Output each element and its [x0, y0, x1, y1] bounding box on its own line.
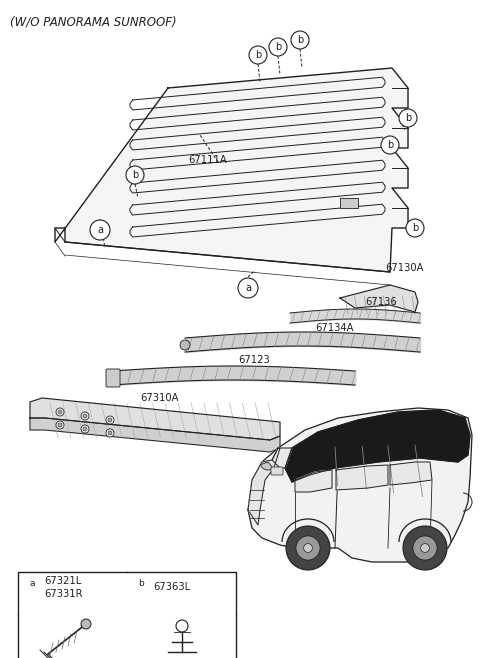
Circle shape [106, 416, 114, 424]
Circle shape [176, 620, 188, 632]
Circle shape [399, 109, 417, 127]
FancyBboxPatch shape [18, 572, 236, 658]
Circle shape [24, 576, 40, 592]
Circle shape [413, 536, 437, 560]
Circle shape [420, 544, 430, 553]
Text: a: a [245, 283, 251, 293]
FancyBboxPatch shape [340, 198, 358, 208]
Circle shape [83, 414, 87, 418]
Text: b: b [275, 42, 281, 52]
Polygon shape [30, 418, 280, 452]
Text: b: b [412, 223, 418, 233]
Circle shape [81, 412, 89, 420]
FancyBboxPatch shape [271, 467, 283, 475]
Circle shape [56, 408, 64, 416]
Circle shape [304, 544, 312, 553]
Text: 67111A: 67111A [188, 155, 227, 165]
Text: (W/O PANORAMA SUNROOF): (W/O PANORAMA SUNROOF) [10, 16, 177, 28]
Circle shape [58, 423, 62, 427]
Polygon shape [390, 462, 432, 485]
Circle shape [296, 536, 320, 560]
Polygon shape [55, 68, 408, 272]
Circle shape [269, 38, 287, 56]
Circle shape [81, 619, 91, 629]
Circle shape [106, 429, 114, 437]
Text: a: a [97, 225, 103, 235]
Text: a: a [29, 580, 35, 588]
Circle shape [403, 526, 447, 570]
Circle shape [56, 421, 64, 429]
Text: 67331R: 67331R [44, 589, 83, 599]
Text: b: b [297, 35, 303, 45]
Text: 67321L: 67321L [44, 576, 81, 586]
Circle shape [126, 166, 144, 184]
Polygon shape [248, 448, 280, 525]
Text: b: b [405, 113, 411, 123]
Text: 67123: 67123 [238, 355, 270, 365]
Text: b: b [387, 140, 393, 150]
Circle shape [90, 220, 110, 240]
Circle shape [133, 576, 149, 592]
Circle shape [249, 46, 267, 64]
Circle shape [81, 425, 89, 433]
Polygon shape [272, 448, 292, 468]
Polygon shape [340, 285, 418, 312]
Wedge shape [261, 462, 273, 470]
Circle shape [108, 431, 112, 435]
Polygon shape [295, 470, 332, 492]
Polygon shape [285, 410, 470, 482]
Text: 67130A: 67130A [385, 263, 423, 273]
Text: b: b [255, 50, 261, 60]
Text: 67310A: 67310A [140, 393, 179, 403]
Polygon shape [336, 465, 388, 490]
Text: b: b [132, 170, 138, 180]
Polygon shape [248, 408, 472, 562]
Polygon shape [30, 398, 280, 440]
Circle shape [381, 136, 399, 154]
Text: 67134A: 67134A [315, 323, 353, 333]
Circle shape [286, 526, 330, 570]
Circle shape [180, 340, 190, 350]
Circle shape [108, 418, 112, 422]
Circle shape [406, 219, 424, 237]
Circle shape [83, 427, 87, 431]
Circle shape [291, 31, 309, 49]
Circle shape [238, 278, 258, 298]
Text: b: b [138, 580, 144, 588]
Text: 67363L: 67363L [153, 582, 190, 592]
FancyBboxPatch shape [106, 369, 120, 387]
Text: 67136: 67136 [365, 297, 397, 307]
Circle shape [58, 410, 62, 414]
